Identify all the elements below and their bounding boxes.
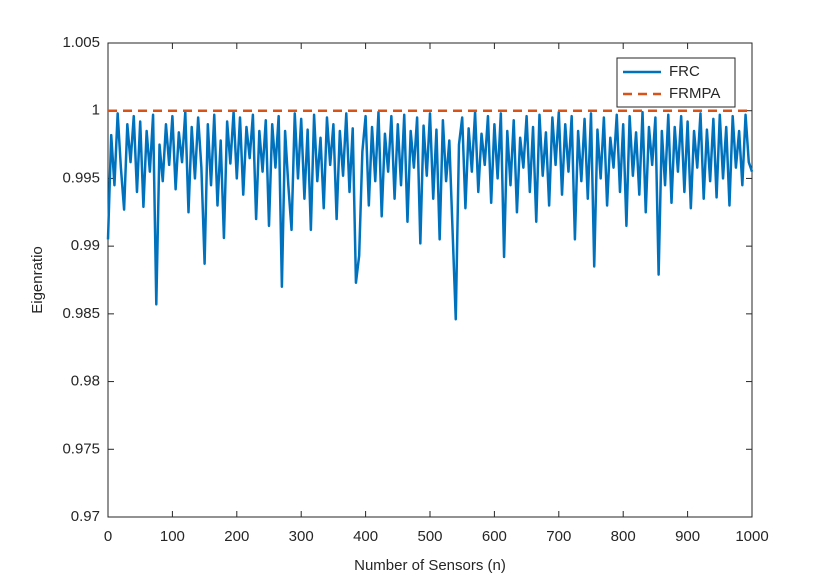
x-tick-label: 400 [353,528,378,545]
x-tick-label: 900 [675,528,700,545]
x-tick-label: 600 [482,528,507,545]
x-tick-label: 700 [546,528,571,545]
y-tick-label: 0.975 [62,440,100,457]
x-tick-label: 500 [417,528,442,545]
y-tick-label: 0.995 [62,169,100,186]
legend-box [616,57,736,108]
y-tick-label: 0.99 [71,237,100,254]
x-axis-label: Number of Sensors (n) [354,557,506,574]
y-tick-label: 1.005 [62,34,100,51]
y-tick-label: 0.985 [62,305,100,322]
x-tick-label: 300 [289,528,314,545]
y-tick-label: 1 [92,102,100,119]
x-tick-label: 100 [160,528,185,545]
y-tick-label: 0.98 [71,373,100,390]
x-tick-label: 200 [224,528,249,545]
x-tick-label: 1000 [735,528,768,545]
y-axis-label: Eigenratio [29,246,46,314]
legend-label: FRC [669,63,700,80]
x-tick-label: 800 [611,528,636,545]
series-line [106,110,754,321]
y-tick-label: 0.97 [71,508,100,525]
legend-label: FRMPA [669,85,720,102]
x-tick-label: 0 [104,528,112,545]
